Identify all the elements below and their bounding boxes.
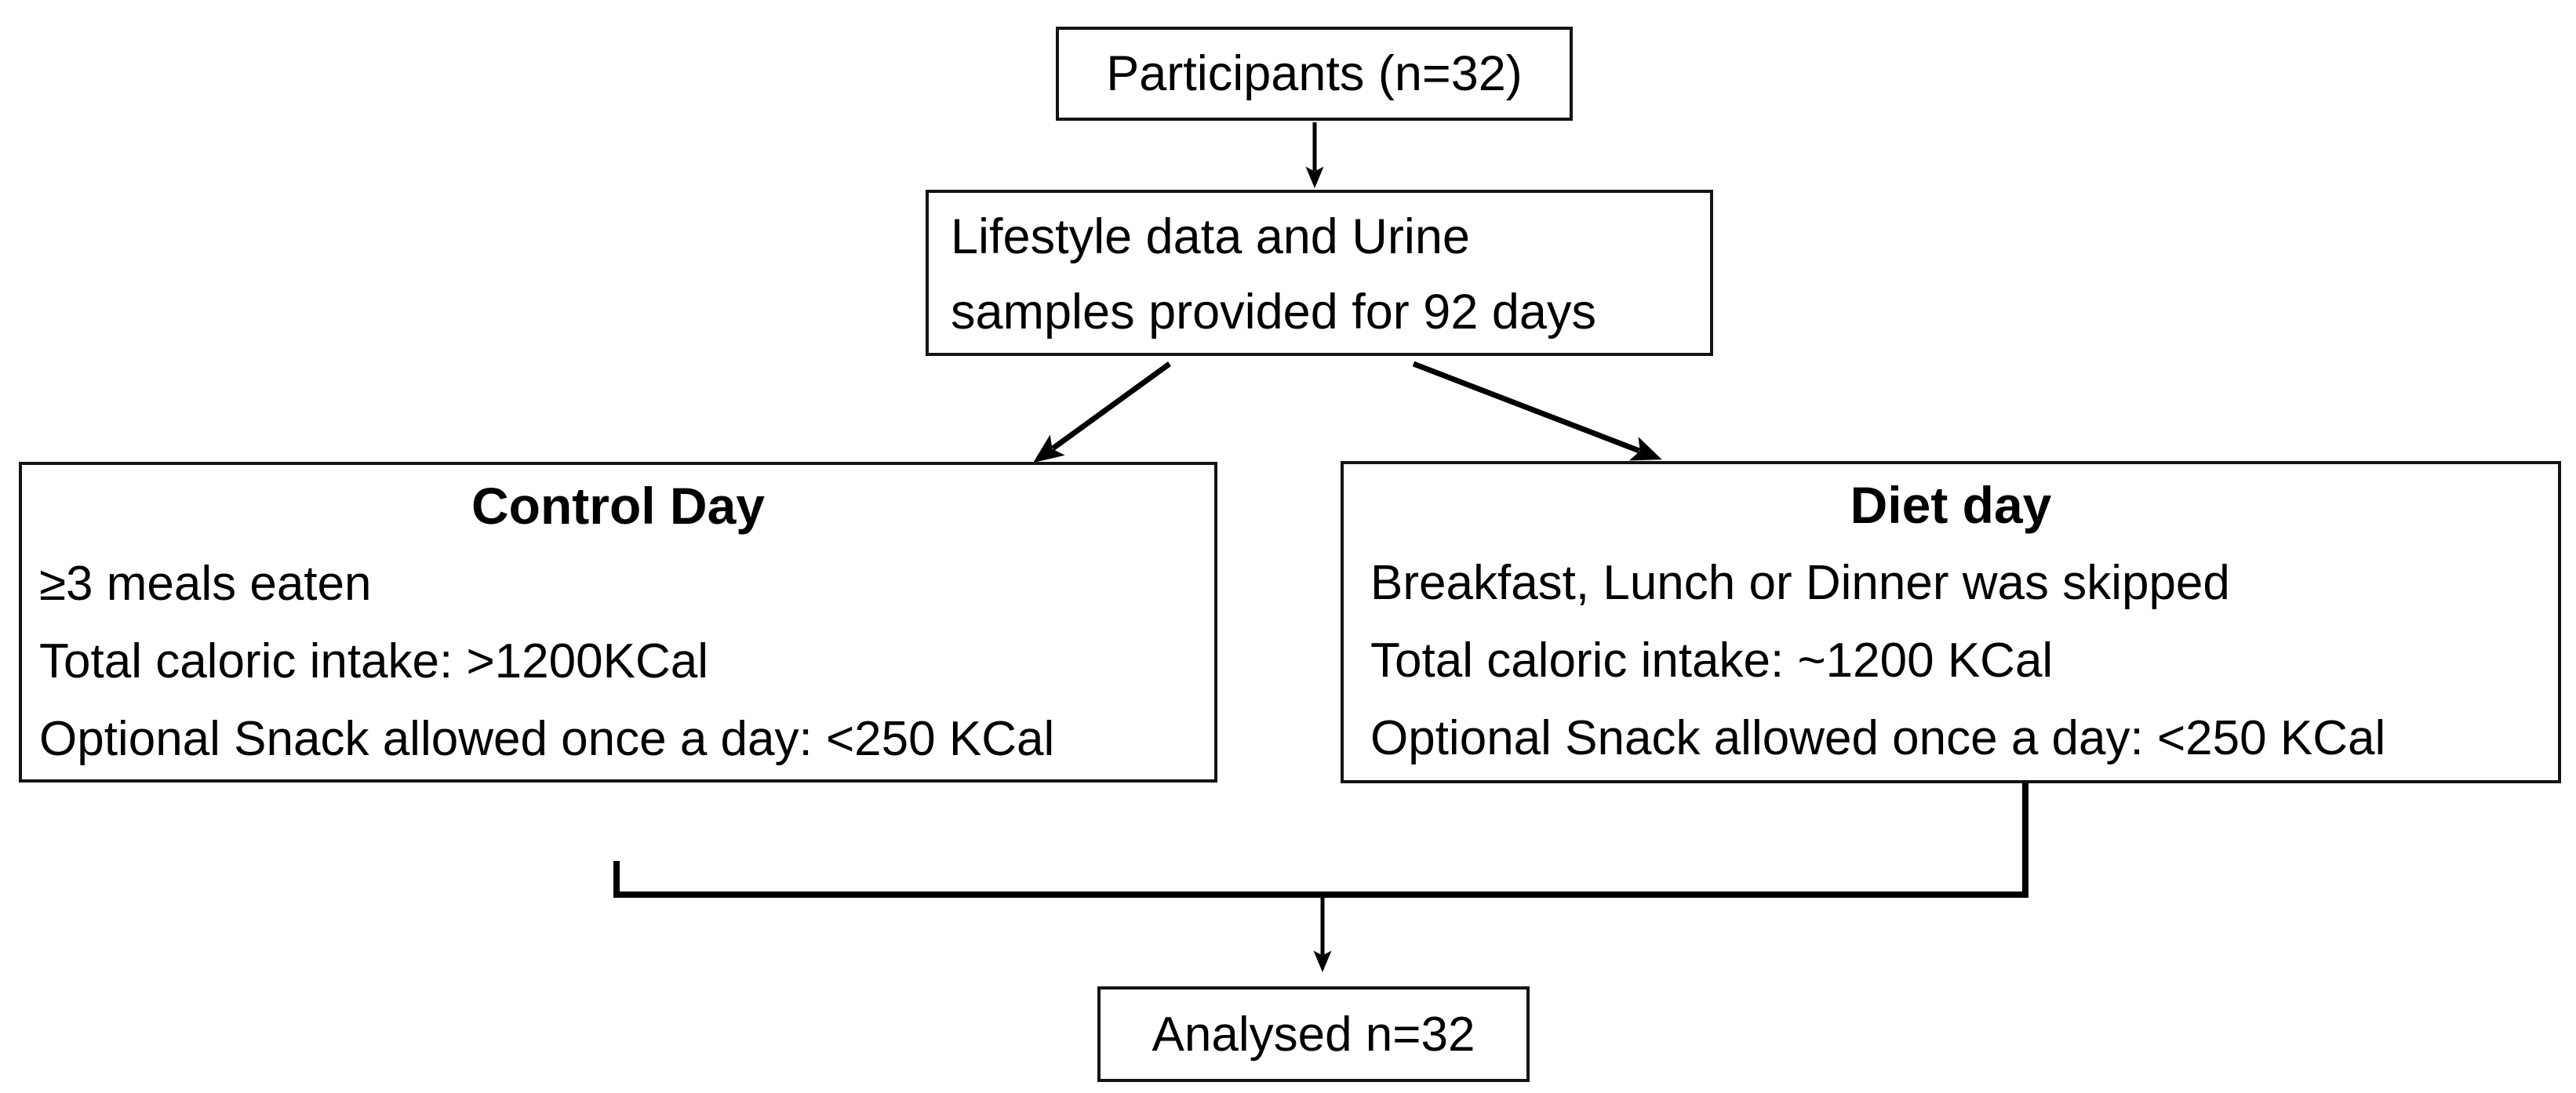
control-day-line-snack: Optional Snack allowed once a day: <250 … <box>39 712 1055 766</box>
lifestyle-line-2: samples provided for 92 days <box>951 285 1596 340</box>
control-day-line-caloric-intake: Total caloric intake: >1200KCal <box>39 634 708 688</box>
diet-day-line-caloric-intake: Total caloric intake: ~1200 KCal <box>1370 634 2054 688</box>
diet-day-title: Diet day <box>1850 476 2052 534</box>
participants-label: Participants (n=32) <box>1106 46 1523 101</box>
arrow-lifestyle-to-control <box>1033 361 1172 463</box>
analysed-label: Analysed n=32 <box>1152 1007 1475 1062</box>
control-day-title: Control Day <box>471 477 766 535</box>
analysed-box: Analysed n=32 <box>1097 986 1530 1082</box>
participants-box: Participants (n=32) <box>1056 27 1573 121</box>
diet-day-box: Diet day Breakfast, Lunch or Dinner was … <box>1341 461 2561 783</box>
arrow-lifestyle-to-diet <box>1412 361 1662 461</box>
control-day-line-meals: ≥3 meals eaten <box>39 557 372 611</box>
lifestyle-box: Lifestyle data and Urine samples provide… <box>926 190 1713 356</box>
control-day-box: Control Day ≥3 meals eaten Total caloric… <box>19 462 1217 783</box>
lifestyle-line-1: Lifestyle data and Urine <box>951 209 1470 264</box>
diet-day-line-skipped-meal: Breakfast, Lunch or Dinner was skipped <box>1370 556 2230 610</box>
diet-day-line-snack: Optional Snack allowed once a day: <250 … <box>1370 711 2386 765</box>
elbow-connector-merge <box>613 780 2028 898</box>
